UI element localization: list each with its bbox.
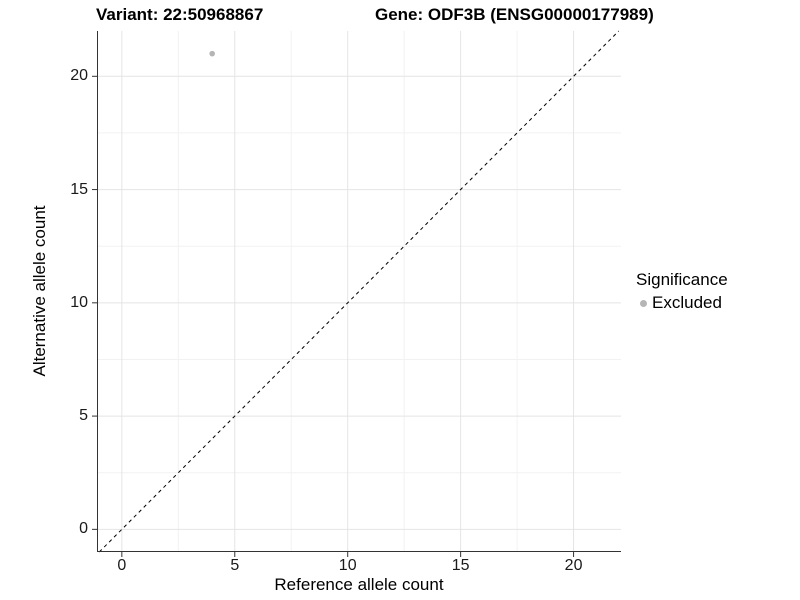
x-tick-label: 5 [230, 557, 240, 574]
legend-item-label: Excluded [652, 293, 722, 312]
legend-items: Excluded [636, 293, 728, 313]
x-tick-label: 10 [338, 557, 357, 574]
legend-key-dot-icon [640, 299, 647, 307]
plot-title-variant: Variant: 22:50968867 [96, 5, 264, 24]
plot-title-gene: Gene: ODF3B (ENSG00000177989) [375, 5, 654, 24]
y-tick-label: 10 [70, 293, 88, 311]
legend-title: Significance [636, 270, 728, 289]
plot-panel [92, 30, 621, 557]
y-tick-label: 5 [79, 407, 88, 425]
legend: Significance Excluded [636, 270, 728, 313]
y-tick-label: 0 [79, 520, 88, 538]
y-tick-label: 20 [70, 67, 88, 85]
x-tick-label: 20 [564, 557, 583, 574]
legend-item: Excluded [636, 293, 728, 313]
identity-line [98, 30, 620, 553]
x-tick-label: 0 [117, 557, 127, 574]
data-point-excluded [209, 50, 215, 57]
x-axis-title: Reference allele count [274, 575, 444, 594]
x-tick-label: 15 [451, 557, 470, 574]
y-axis-title: Alternative allele count [30, 205, 49, 377]
y-tick-label: 15 [70, 180, 88, 198]
